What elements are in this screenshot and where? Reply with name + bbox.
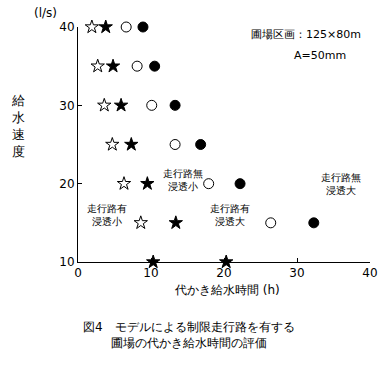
svg-text:図4 モデルによる制限走行路を有する圃場の代かき給水時間の評: 図4 モデルによる制限走行路を有する圃場の代かき給水時間の評価 xyxy=(83,320,295,350)
svg-text:走行路無浸透大: 走行路無浸透大 xyxy=(321,172,361,196)
svg-text:20: 20 xyxy=(216,266,231,280)
svg-text:走行路無浸透小: 走行路無浸透小 xyxy=(163,168,203,192)
svg-text:30: 30 xyxy=(59,99,74,113)
svg-text:40: 40 xyxy=(59,20,74,34)
svg-text:(l/s): (l/s) xyxy=(34,6,57,20)
svg-text:20: 20 xyxy=(59,177,74,191)
svg-text:圃場区画：125×80m: 圃場区画：125×80m xyxy=(251,28,361,41)
svg-text:A=50mm: A=50mm xyxy=(294,49,346,62)
svg-text:10: 10 xyxy=(59,255,74,269)
svg-text:0: 0 xyxy=(74,266,82,280)
svg-text:給水速度: 給水速度 xyxy=(11,93,25,159)
svg-text:10: 10 xyxy=(143,266,158,280)
svg-text:代かき給水時間 (h): 代かき給水時間 (h) xyxy=(174,283,280,297)
svg-text:40: 40 xyxy=(362,266,377,280)
svg-text:走行路有浸透小: 走行路有浸透小 xyxy=(87,203,127,227)
svg-text:走行路有浸透大: 走行路有浸透大 xyxy=(210,203,250,227)
svg-text:30: 30 xyxy=(289,266,304,280)
